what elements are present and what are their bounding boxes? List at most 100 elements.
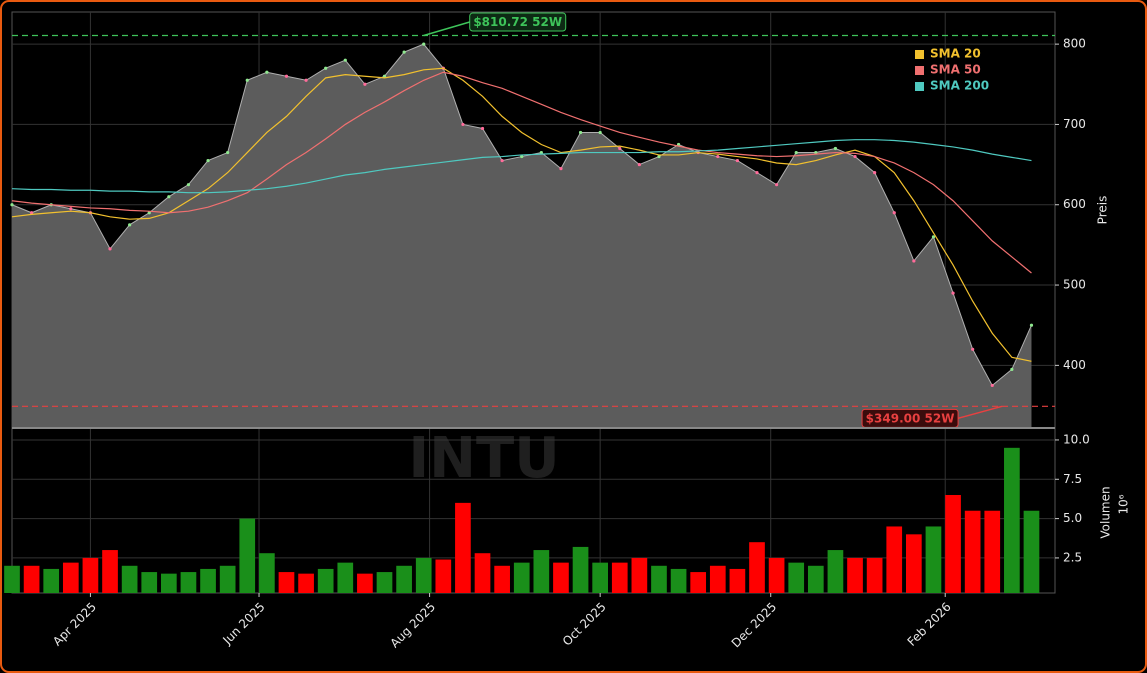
price-point bbox=[245, 78, 249, 82]
price-point bbox=[951, 291, 955, 295]
price-point bbox=[775, 183, 779, 187]
y-tick-label: 700 bbox=[1063, 117, 1086, 131]
volume-bar bbox=[4, 565, 20, 593]
price-point bbox=[382, 74, 387, 78]
y-axis-scale: 10⁶ bbox=[1117, 494, 1131, 514]
sma-line bbox=[11, 67, 1032, 362]
annotation-arrow bbox=[423, 21, 470, 37]
volume-bar bbox=[494, 565, 510, 593]
volume-bar bbox=[455, 502, 471, 593]
volume-bar bbox=[729, 568, 746, 593]
y-tick-label: 5.0 bbox=[1063, 511, 1082, 525]
volume-bar bbox=[239, 518, 256, 593]
price-point bbox=[480, 126, 485, 131]
volume-bar bbox=[121, 565, 138, 593]
price-point bbox=[402, 50, 406, 54]
price-point bbox=[226, 150, 230, 155]
price-point bbox=[755, 171, 759, 175]
price-point bbox=[912, 259, 916, 263]
y-axis-label: Preis bbox=[1096, 196, 1110, 225]
y-tick-label: 2.5 bbox=[1063, 550, 1082, 564]
volume-bar bbox=[651, 565, 667, 593]
price-point bbox=[363, 82, 367, 86]
volume-bar bbox=[631, 557, 648, 593]
volume-bar bbox=[102, 550, 118, 593]
volume-bar bbox=[807, 565, 824, 593]
price-point bbox=[206, 158, 210, 163]
price-point bbox=[128, 223, 132, 227]
legend-label: SMA 20 bbox=[930, 47, 981, 61]
volume-bar bbox=[670, 568, 687, 593]
volume-bar bbox=[611, 562, 628, 593]
price-point bbox=[539, 150, 543, 155]
price-point bbox=[461, 122, 465, 127]
volume-bar bbox=[866, 557, 883, 593]
volume-bar bbox=[906, 534, 922, 593]
price-point bbox=[892, 211, 896, 215]
price-point bbox=[265, 70, 269, 74]
y-tick-label: 400 bbox=[1063, 358, 1086, 372]
volume-bar bbox=[964, 510, 981, 593]
price-point bbox=[833, 146, 838, 151]
volume-bar bbox=[592, 562, 608, 593]
price-point bbox=[186, 183, 191, 187]
volume-bar bbox=[1004, 447, 1020, 593]
y-tick-label: 7.5 bbox=[1063, 472, 1082, 486]
volume-bar bbox=[788, 562, 805, 593]
volume-bar bbox=[847, 557, 863, 593]
price-point bbox=[853, 154, 857, 159]
volume-bar bbox=[533, 550, 550, 593]
price-point bbox=[873, 171, 877, 175]
sma-line bbox=[11, 71, 1032, 274]
price-point bbox=[520, 154, 524, 159]
price-point bbox=[794, 150, 798, 155]
annotation-label: $349.00 52W bbox=[866, 411, 955, 425]
volume-bar bbox=[396, 565, 412, 593]
y-tick-label: 600 bbox=[1063, 197, 1086, 211]
price-point bbox=[1010, 367, 1014, 371]
volume-bar bbox=[749, 542, 765, 593]
volume-bar bbox=[376, 572, 393, 593]
y-tick-label: 10.0 bbox=[1063, 432, 1090, 446]
volume-bar bbox=[259, 553, 275, 593]
price-point bbox=[716, 154, 720, 159]
price-point bbox=[324, 66, 328, 70]
volume-bar bbox=[984, 510, 1001, 593]
volume-bar bbox=[200, 568, 216, 593]
volume-bar bbox=[415, 557, 432, 593]
annotation-arrow bbox=[957, 405, 1003, 420]
price-area bbox=[12, 44, 1032, 429]
volume-bar bbox=[1023, 510, 1040, 593]
volume-bar bbox=[62, 562, 79, 593]
price-point bbox=[422, 42, 426, 46]
volume-bar bbox=[886, 526, 903, 593]
price-point bbox=[657, 154, 661, 159]
volume-bar bbox=[474, 553, 491, 593]
price-point bbox=[814, 150, 818, 155]
price-point bbox=[167, 195, 171, 199]
volume-bar bbox=[513, 562, 530, 593]
price-point bbox=[69, 207, 73, 211]
volume-bar bbox=[357, 573, 373, 593]
volume-bar bbox=[23, 565, 40, 593]
price-point bbox=[10, 203, 14, 207]
volume-bar bbox=[219, 565, 236, 593]
volume-bar bbox=[690, 572, 707, 593]
price-point bbox=[500, 158, 504, 163]
y-tick-label: 500 bbox=[1063, 278, 1086, 292]
volume-bar bbox=[337, 562, 354, 593]
volume-bar bbox=[925, 526, 942, 593]
volume-bar bbox=[317, 568, 334, 593]
price-point bbox=[637, 162, 641, 167]
price-point bbox=[990, 383, 994, 388]
price-point bbox=[618, 146, 622, 151]
price-point bbox=[931, 235, 936, 239]
volume-bar bbox=[572, 546, 589, 593]
price-point bbox=[676, 142, 681, 147]
volume-bar bbox=[553, 562, 569, 593]
volume-bar bbox=[298, 573, 314, 593]
annotation-label: $810.72 52W bbox=[473, 15, 562, 29]
legend-label: SMA 50 bbox=[930, 63, 981, 77]
price-point bbox=[578, 130, 583, 135]
